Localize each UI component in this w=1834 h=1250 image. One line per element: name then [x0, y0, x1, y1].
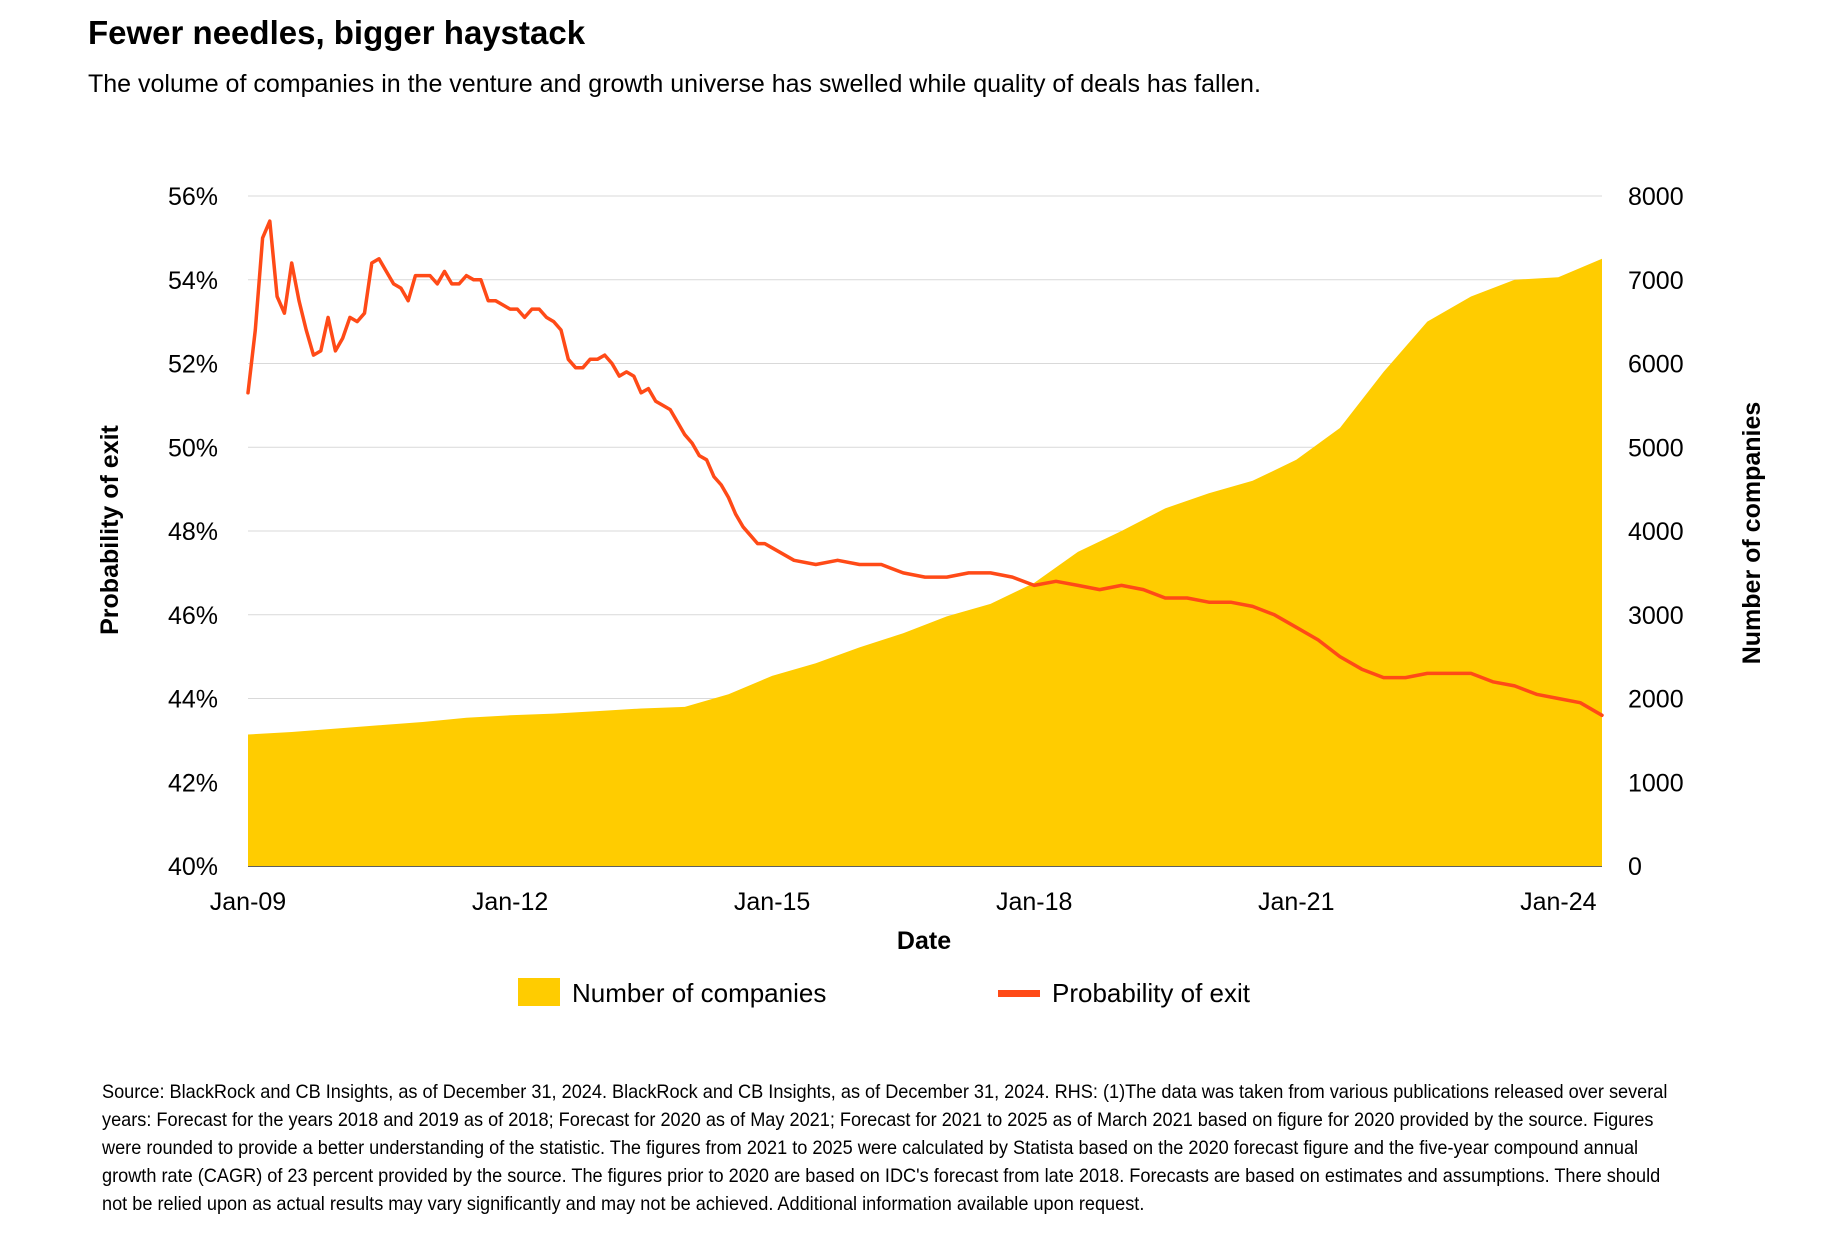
legend: Number of companies Probability of exit: [518, 978, 1251, 1008]
right-axis-title: Number of companies: [1738, 402, 1766, 665]
left-tick-label: 48%: [168, 518, 218, 546]
x-axis-ticks: Jan-09 Jan-12 Jan-15 Jan-18 Jan-21 Jan-24: [210, 888, 1597, 916]
left-tick-label: 54%: [168, 267, 218, 295]
right-tick-label: 6000: [1628, 351, 1684, 379]
legend-swatch-line: [998, 990, 1040, 997]
right-tick-label: 1000: [1628, 769, 1684, 797]
x-tick-label: Jan-21: [1258, 888, 1334, 916]
right-tick-label: 8000: [1628, 183, 1684, 211]
left-tick-label: 56%: [168, 183, 218, 211]
legend-label-area: Number of companies: [572, 978, 826, 1008]
right-tick-label: 3000: [1628, 602, 1684, 630]
left-tick-label: 42%: [168, 769, 218, 797]
chart-title: Fewer needles, bigger haystack: [88, 14, 586, 51]
left-axis-title: Probability of exit: [96, 424, 124, 634]
right-tick-label: 2000: [1628, 686, 1684, 714]
right-axis-ticks: 0 1000 2000 3000 4000 5000 6000 7000 8000: [1628, 183, 1684, 881]
x-tick-label: Jan-12: [472, 888, 548, 916]
legend-swatch-area: [518, 978, 560, 1006]
left-tick-label: 44%: [168, 686, 218, 714]
left-tick-label: 46%: [168, 602, 218, 630]
dual-axis-chart: 40% 42% 44% 46% 48% 50% 52% 54% 56% 0 1000 2000 300…: [96, 183, 1766, 1008]
x-tick-label: Jan-18: [996, 888, 1072, 916]
right-tick-label: 7000: [1628, 267, 1684, 295]
source-note: Source: BlackRock and CB Insights, as of…: [102, 1081, 1668, 1215]
right-tick-label: 5000: [1628, 434, 1684, 462]
right-tick-label: 4000: [1628, 518, 1684, 546]
chart-subtitle: The volume of companies in the venture a…: [88, 70, 1261, 98]
x-tick-label: Jan-09: [210, 888, 286, 916]
line-series-probability-of-exit: [246, 219, 1604, 718]
area-series-number-of-companies: [248, 258, 1602, 866]
x-axis-title: Date: [897, 927, 951, 955]
left-tick-label: 52%: [168, 351, 218, 379]
x-tick-label: Jan-15: [734, 888, 810, 916]
x-tick-label: Jan-24: [1520, 888, 1597, 916]
area-series-layer: [248, 258, 1602, 866]
left-tick-label: 40%: [168, 853, 218, 881]
line-series-layer: [246, 219, 1604, 718]
right-tick-label: 0: [1628, 853, 1642, 881]
legend-label-line: Probability of exit: [1052, 978, 1251, 1008]
left-axis-ticks: 40% 42% 44% 46% 48% 50% 52% 54% 56%: [168, 183, 218, 881]
left-tick-label: 50%: [168, 434, 218, 462]
